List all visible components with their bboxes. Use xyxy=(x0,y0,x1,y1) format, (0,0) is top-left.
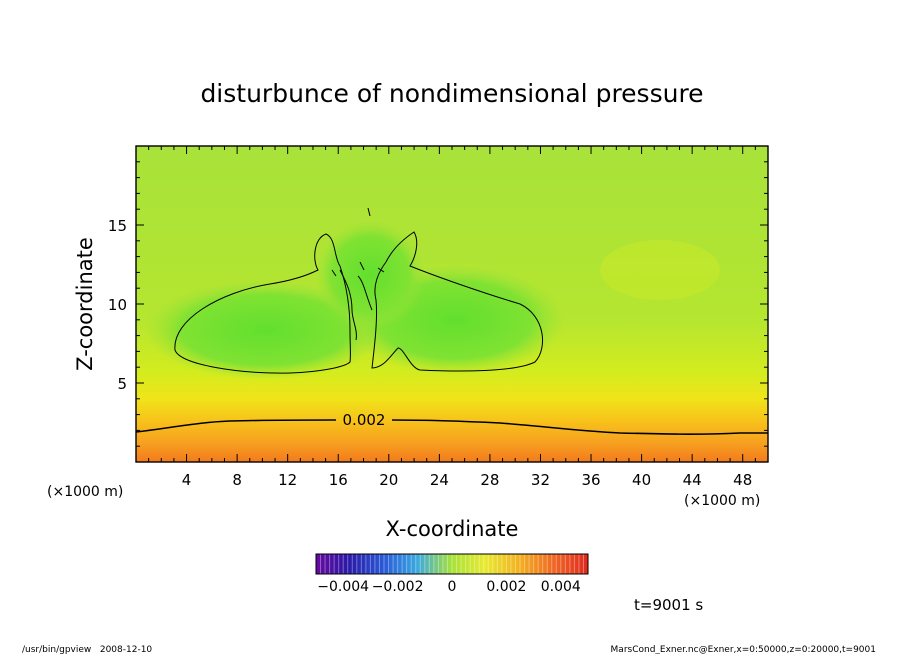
contour-plume-fragments xyxy=(331,207,385,341)
contour-0.002 xyxy=(136,419,768,435)
colorbar-gradient xyxy=(316,554,588,574)
colorbar-tick-label: 0 xyxy=(448,579,457,595)
x-unit-right: (×1000 m) xyxy=(684,493,760,509)
x-tick-label: 40 xyxy=(632,471,651,489)
x-tick-label: 16 xyxy=(329,471,348,489)
x-tick-label: 12 xyxy=(278,471,297,489)
x-tick-label: 48 xyxy=(733,471,752,489)
contour-inner xyxy=(174,231,543,374)
field-light-patch xyxy=(600,240,720,300)
colorbar-frame xyxy=(315,553,589,575)
x-tick-label: 44 xyxy=(683,471,702,489)
colorbar: −0.004 −0.002 0 0.002 0.004 xyxy=(315,553,589,595)
footer-right: MarsCond_Exner.nc@Exner,x=0:50000,z=0:20… xyxy=(611,645,876,654)
colorbar-tick-labels: −0.004 −0.002 0 0.002 0.004 xyxy=(317,579,581,595)
x-tick-label: 28 xyxy=(480,471,499,489)
y-axis-label: Z-coordinate xyxy=(73,237,97,371)
x-unit-left: (×1000 m) xyxy=(47,484,123,500)
colorbar-tick-label: 0.002 xyxy=(486,579,526,595)
field-plume xyxy=(315,220,425,330)
colorbar-tick-label: −0.004 xyxy=(317,579,369,595)
x-tick-label: 8 xyxy=(232,471,242,489)
y-tick-label: 15 xyxy=(108,217,127,235)
colorbar-tick-label: −0.002 xyxy=(372,579,424,595)
colorbar-stripes xyxy=(320,554,584,574)
x-axis-label: X-coordinate xyxy=(386,517,519,541)
time-label: t=9001 s xyxy=(634,596,703,614)
y-axis-ticks: 5 10 15 xyxy=(108,161,768,447)
footer-left: /usr/bin/gpview 2008-12-10 xyxy=(22,645,152,654)
chart-title: disturbunce of nondimensional pressure xyxy=(200,79,703,108)
x-tick-label: 4 xyxy=(182,471,192,489)
contour-label: 0.002 xyxy=(343,411,386,429)
x-tick-label: 20 xyxy=(379,471,398,489)
plot-area xyxy=(136,146,768,462)
x-tick-label: 24 xyxy=(430,471,449,489)
colorbar-tick-label: 0.004 xyxy=(541,579,581,595)
x-tick-label: 36 xyxy=(581,471,600,489)
y-tick-label: 5 xyxy=(117,375,127,393)
y-tick-label: 10 xyxy=(108,296,127,314)
x-tick-label: 32 xyxy=(531,471,550,489)
x-axis-ticks: 4 8 12 16 20 24 28 32 36 40 44 48 xyxy=(148,146,756,489)
